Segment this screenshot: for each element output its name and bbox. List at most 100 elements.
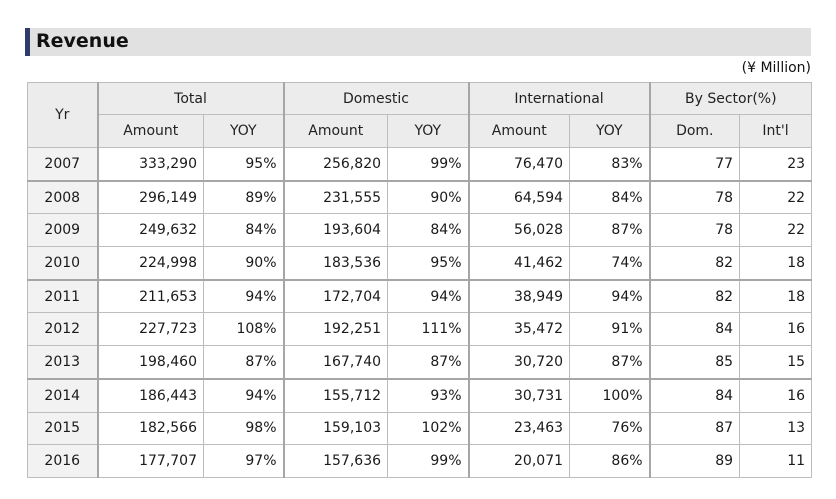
cell-total-amount: 333,290 [97,146,204,182]
cell-sector-intl: 13 [739,411,813,446]
sub-header-domestic-yoy: YOY [387,114,470,148]
cell-year: 2011 [27,279,99,314]
sub-header-total-yoy: YOY [202,114,285,148]
cell-domestic-amount: 155,712 [283,378,389,413]
cell-total-amount: 198,460 [97,345,204,380]
cell-sector-intl: 22 [739,213,813,248]
table-row: 2016 177,707 97% 157,636 99% 20,071 86% 89 11 [27,444,813,478]
cell-international-yoy: 87% [569,213,651,248]
cell-year: 2016 [27,444,99,478]
cell-international-yoy: 74% [569,246,651,281]
cell-total-yoy: 108% [202,312,285,347]
cell-domestic-yoy: 102% [387,411,470,446]
cell-total-yoy: 97% [202,444,285,478]
cell-international-yoy: 84% [569,180,651,215]
cell-international-yoy: 86% [569,444,651,478]
cell-year: 2012 [27,312,99,347]
cell-sector-dom: 78 [649,180,741,215]
cell-sector-dom: 82 [649,279,741,314]
cell-international-yoy: 87% [569,345,651,380]
cell-sector-dom: 84 [649,312,741,347]
cell-total-yoy: 94% [202,378,285,413]
table-row: 2013 198,460 87% 167,740 87% 30,720 87% 85 15 [27,345,813,380]
cell-year: 2014 [27,378,99,413]
cell-international-amount: 20,071 [468,444,571,478]
cell-total-yoy: 89% [202,180,285,215]
cell-international-amount: 76,470 [468,146,571,182]
cell-international-yoy: 100% [569,378,651,413]
table-row: 2012 227,723 108% 192,251 111% 35,472 91% 84 16 [27,312,813,347]
sub-header-international-yoy: YOY [569,114,651,148]
cell-sector-intl: 16 [739,312,813,347]
cell-total-amount: 224,998 [97,246,204,281]
sub-header-total-amount: Amount [97,114,204,148]
cell-domestic-yoy: 99% [387,444,470,478]
sub-header-row: Amount YOY Amount YOY Amount YOY Dom. In… [28,114,813,148]
cell-sector-intl: 23 [739,146,813,182]
cell-international-amount: 30,720 [468,345,571,380]
table-row: 2008 296,149 89% 231,555 90% 64,594 84% 78 22 [27,180,813,215]
cell-year: 2013 [27,345,99,380]
cell-total-amount: 182,566 [97,411,204,446]
table-row: 2010 224,998 90% 183,536 95% 41,462 74% 82 18 [27,246,813,281]
sub-header-sector-dom: Dom. [649,114,741,148]
cell-international-yoy: 83% [569,146,651,182]
cell-sector-dom: 82 [649,246,741,281]
cell-international-yoy: 76% [569,411,651,446]
cell-total-yoy: 94% [202,279,285,314]
cell-international-amount: 23,463 [468,411,571,446]
table-row: 2007 333,290 95% 256,820 99% 76,470 83% 77 23 [27,146,813,182]
header-group-row: Yr Total Domestic International By Secto… [27,82,813,148]
cell-year: 2007 [27,146,99,182]
cell-domestic-yoy: 93% [387,378,470,413]
revenue-table: Yr Total Domestic International By Secto… [27,82,813,478]
cell-sector-dom: 85 [649,345,741,380]
section-title-bar: Revenue [25,28,811,56]
cell-total-amount: 177,707 [97,444,204,478]
table-row: 2015 182,566 98% 159,103 102% 23,463 76% 87 13 [27,411,813,446]
cell-international-amount: 35,472 [468,312,571,347]
sub-header-sector-intl: Int'l [739,114,813,148]
header-by-sector: By Sector(%) [649,82,813,115]
cell-sector-intl: 11 [739,444,813,478]
header-domestic: Domestic [283,82,470,115]
table-row: 2011 211,653 94% 172,704 94% 38,949 94% 82 18 [27,279,813,314]
cell-total-yoy: 90% [202,246,285,281]
cell-domestic-amount: 157,636 [283,444,389,478]
page-title: Revenue [36,30,129,52]
cell-international-amount: 30,731 [468,378,571,413]
cell-year: 2008 [27,180,99,215]
cell-domestic-yoy: 99% [387,146,470,182]
cell-sector-dom: 84 [649,378,741,413]
cell-year: 2009 [27,213,99,248]
sub-header-domestic-amount: Amount [283,114,389,148]
cell-sector-intl: 15 [739,345,813,380]
cell-domestic-amount: 159,103 [283,411,389,446]
cell-domestic-amount: 172,704 [283,279,389,314]
cell-total-amount: 249,632 [97,213,204,248]
cell-international-yoy: 94% [569,279,651,314]
cell-domestic-amount: 193,604 [283,213,389,248]
cell-year: 2010 [27,246,99,281]
cell-year: 2015 [27,411,99,446]
cell-domestic-yoy: 94% [387,279,470,314]
cell-total-yoy: 95% [202,146,285,182]
cell-domestic-amount: 192,251 [283,312,389,347]
cell-domestic-amount: 183,536 [283,246,389,281]
header-total: Total [96,82,285,115]
table-body: 2007 333,290 95% 256,820 99% 76,470 83% 77 23 200… [27,146,813,478]
cell-sector-intl: 18 [739,279,813,314]
cell-domestic-amount: 167,740 [283,345,389,380]
cell-international-amount: 56,028 [468,213,571,248]
cell-total-yoy: 98% [202,411,285,446]
table-row: 2009 249,632 84% 193,604 84% 56,028 87% 78 22 [27,213,813,248]
header-international: International [468,82,651,115]
cell-international-amount: 41,462 [468,246,571,281]
cell-domestic-yoy: 90% [387,180,470,215]
cell-total-yoy: 87% [202,345,285,380]
cell-international-amount: 38,949 [468,279,571,314]
cell-total-yoy: 84% [202,213,285,248]
cell-domestic-yoy: 95% [387,246,470,281]
cell-international-yoy: 91% [569,312,651,347]
cell-sector-intl: 16 [739,378,813,413]
